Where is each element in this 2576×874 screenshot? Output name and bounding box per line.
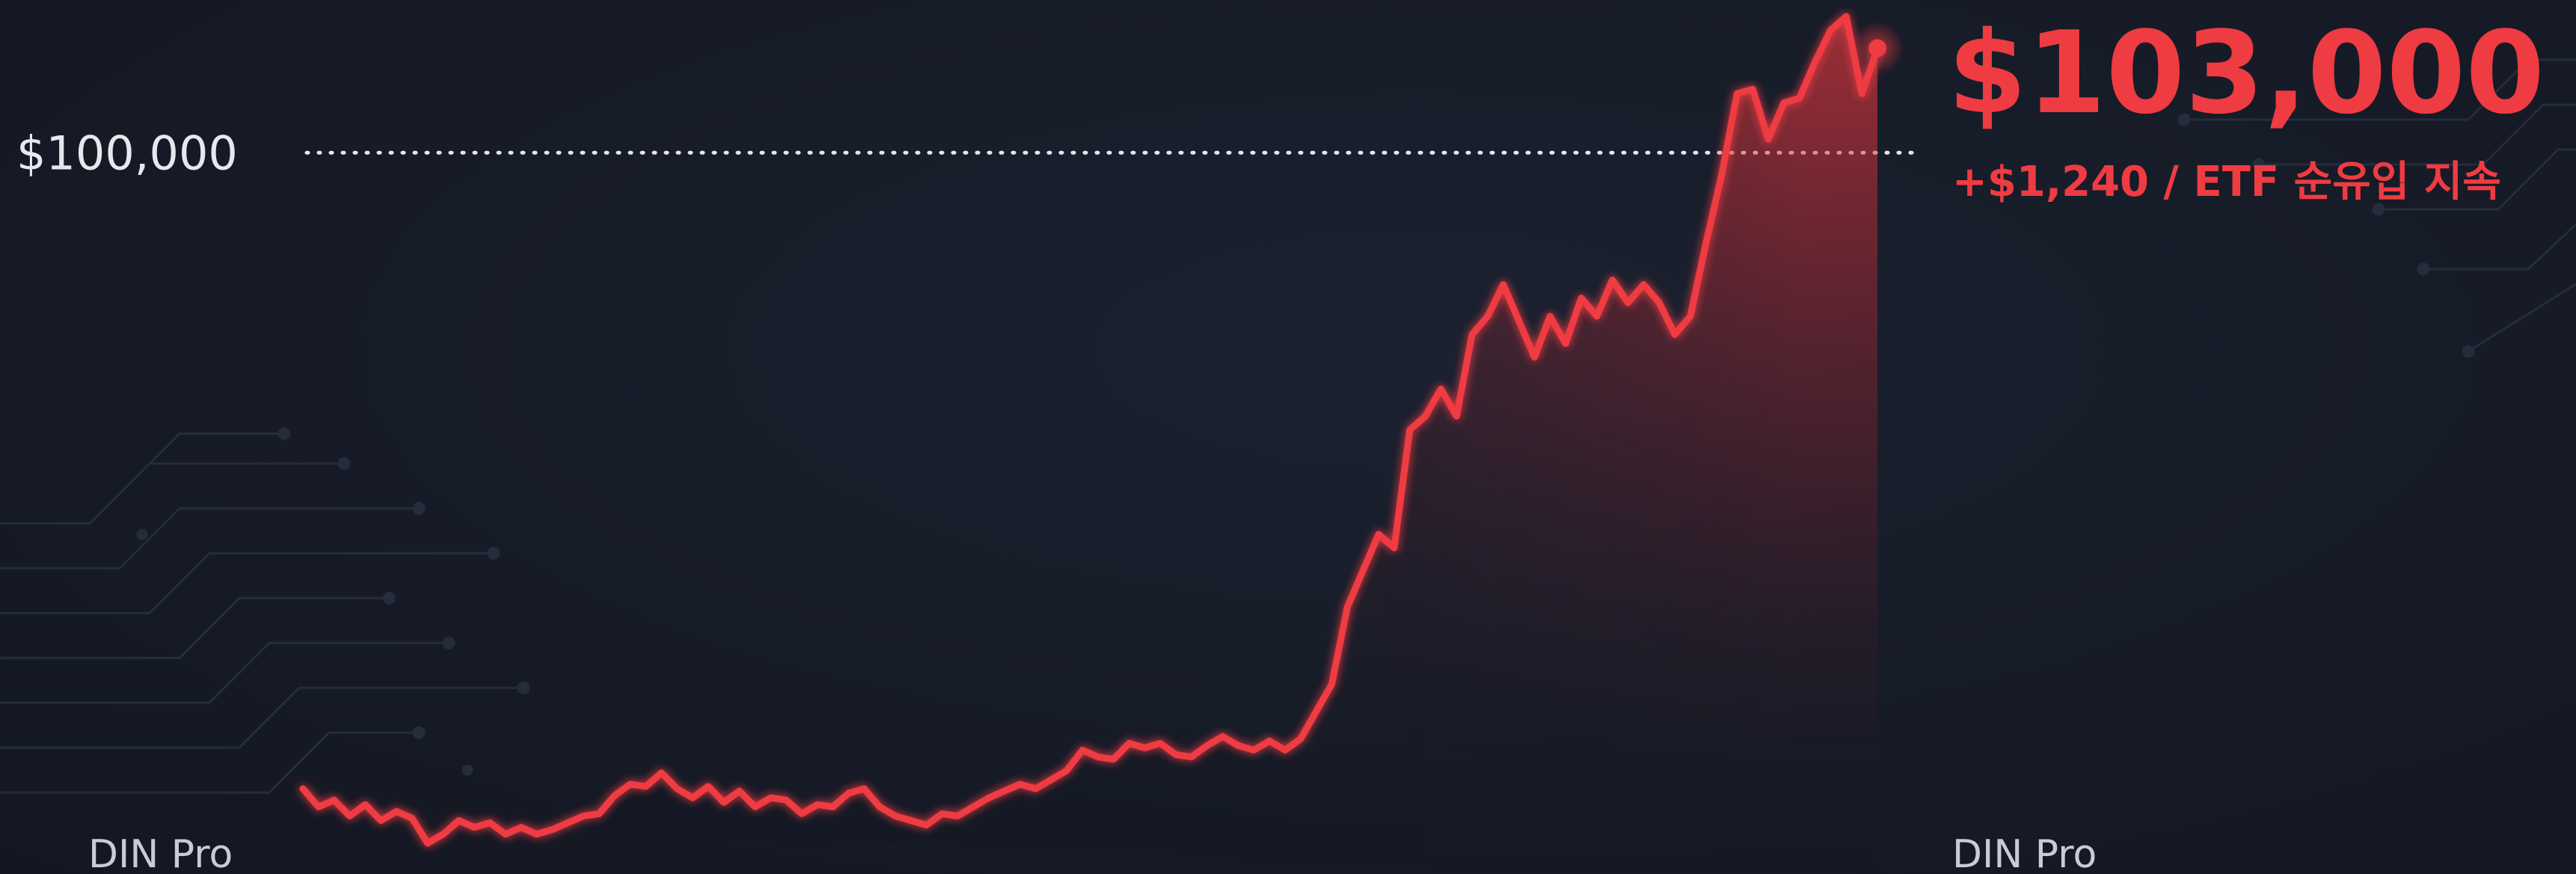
endpoint-dot	[1868, 39, 1886, 58]
circuit-pattern-left	[0, 427, 530, 794]
corner-label-left: DIN Pro	[88, 832, 233, 874]
current-price-label: $103,000	[1948, 7, 2545, 139]
corner-label-right: DIN Pro	[1952, 832, 2097, 874]
reference-line-label: $100,000	[16, 126, 238, 180]
price-area-fill	[303, 16, 1877, 874]
price-line	[299, 13, 1881, 847]
change-label: +$1,240 / ETF 순유입 지속	[1952, 158, 2501, 206]
circuit-pattern-right	[2177, 58, 2576, 358]
